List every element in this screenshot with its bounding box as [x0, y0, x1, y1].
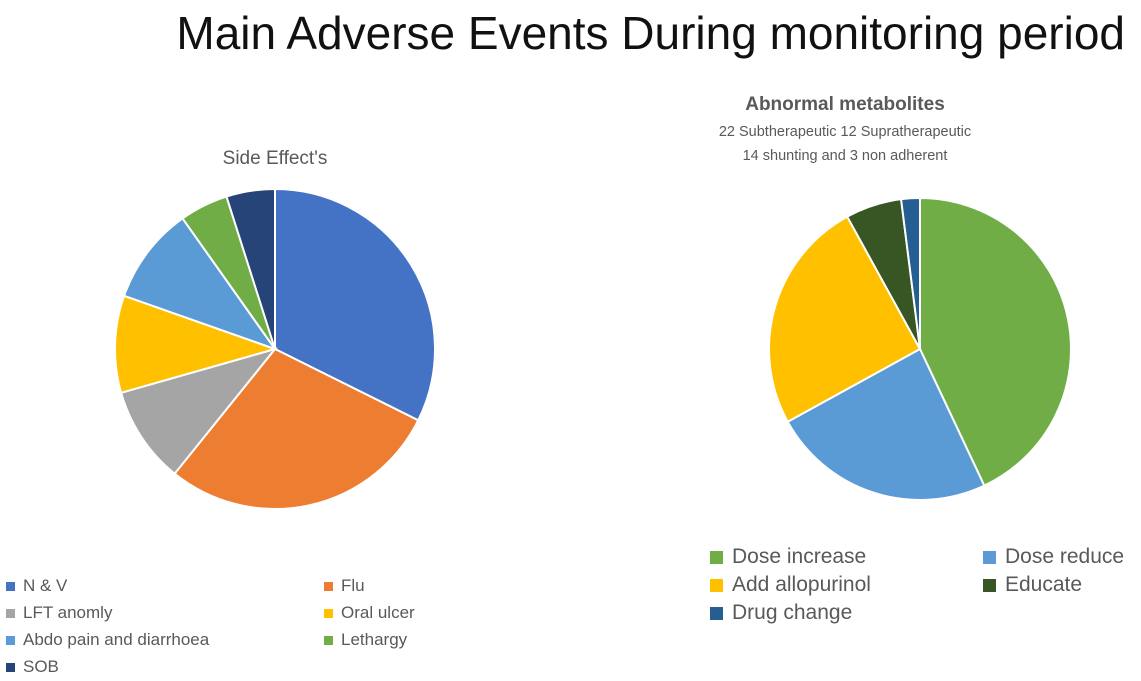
chart-subtitle-line-1: 22 Subtherapeutic 12 Supratherapeutic	[718, 124, 972, 140]
legend-label: Educate	[1005, 573, 1083, 596]
legend-item-lft-anomly: LFT anomly	[6, 603, 112, 623]
side-effects-chart-title: Side Effect's	[222, 148, 328, 169]
abnormal-metabolites-chart: Abnormal metabolites 22 Subtherapeutic 1…	[570, 90, 1141, 681]
legend-label: Drug change	[732, 601, 853, 624]
pie-slice-add-allopurinol	[768, 215, 922, 424]
legend-label: Abdo pain and diarrhoea	[23, 630, 210, 649]
legend-item-oral-ulcer: Oral ulcer	[324, 603, 415, 623]
legend-label: N & V	[23, 576, 68, 595]
pie-slice-dose-increase	[919, 196, 1072, 487]
legend-item-dose-reduce: Dose reduce	[983, 545, 1124, 569]
side-effects-pie	[114, 187, 436, 510]
legend-label: Flu	[341, 576, 365, 595]
legend-swatch	[6, 635, 15, 645]
pie-slice-lft-anomly	[119, 347, 278, 476]
legend-swatch	[710, 606, 723, 620]
legend-label: Dose increase	[732, 545, 867, 568]
pie-slice-abdo-pain-and-diarrhoea	[122, 217, 278, 351]
pie-slice-drug-change	[899, 196, 921, 350]
pie-slice-dose-reduce	[786, 347, 986, 501]
pie-slice-n-v	[274, 187, 436, 422]
legend-label: Dose reduce	[1005, 545, 1125, 568]
legend-label: Lethargy	[341, 630, 408, 649]
abnormal-metabolites-pie	[768, 196, 1072, 501]
side-effects-legend: N & V Flu LFT anomly Oral ulcer Abdo pain an…	[0, 570, 560, 680]
legend-label: Add allopurinol	[732, 573, 871, 596]
legend-swatch	[710, 578, 723, 592]
legend-swatch	[324, 581, 333, 591]
pie-slice-flu	[173, 347, 420, 510]
legend-swatch	[324, 635, 333, 645]
legend-item-abdo-pain-and-diarrhoea: Abdo pain and diarrhoea	[6, 630, 209, 650]
legend-item-n-v: N & V	[6, 576, 67, 596]
legend-item-sob: SOB	[6, 657, 59, 677]
legend-swatch	[983, 578, 996, 592]
abnormal-metabolites-chart-title: Abnormal metabolites	[745, 94, 945, 115]
pie-slice-sob	[225, 187, 276, 350]
abnormal-metabolites-legend: Dose increase Dose reduce Add allopurinol E…	[570, 545, 1141, 645]
legend-item-add-allopurinol: Add allopurinol	[710, 573, 871, 597]
legend-label: Oral ulcer	[341, 603, 415, 622]
main-title: Main Adverse Events During monitoring pe…	[176, 7, 1125, 59]
legend-swatch	[710, 550, 723, 564]
side-effects-chart: Side Effect's N & V Flu LFT anomly Oral ulc…	[0, 130, 560, 681]
legend-item-lethargy: Lethargy	[324, 630, 407, 650]
legend-label: SOB	[23, 657, 59, 676]
legend-swatch	[6, 608, 15, 618]
legend-item-educate: Educate	[983, 573, 1082, 597]
legend-swatch	[983, 550, 996, 564]
legend-label: LFT anomly	[23, 603, 113, 622]
legend-item-drug-change: Drug change	[710, 601, 852, 625]
legend-item-dose-increase: Dose increase	[710, 545, 866, 569]
legend-swatch	[6, 581, 15, 591]
chart-subtitle-line-2: 14 shunting and 3 non adherent	[742, 148, 948, 164]
pie-slice-oral-ulcer	[114, 294, 279, 395]
legend-swatch	[6, 662, 15, 672]
legend-item-flu: Flu	[324, 576, 365, 596]
legend-swatch	[324, 608, 333, 618]
